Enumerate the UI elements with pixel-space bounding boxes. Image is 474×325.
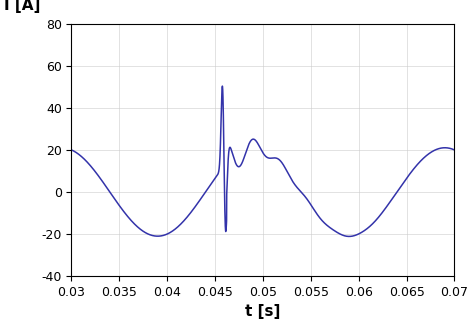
X-axis label: t [s]: t [s] — [245, 305, 281, 319]
Y-axis label: I [A]: I [A] — [3, 0, 40, 13]
